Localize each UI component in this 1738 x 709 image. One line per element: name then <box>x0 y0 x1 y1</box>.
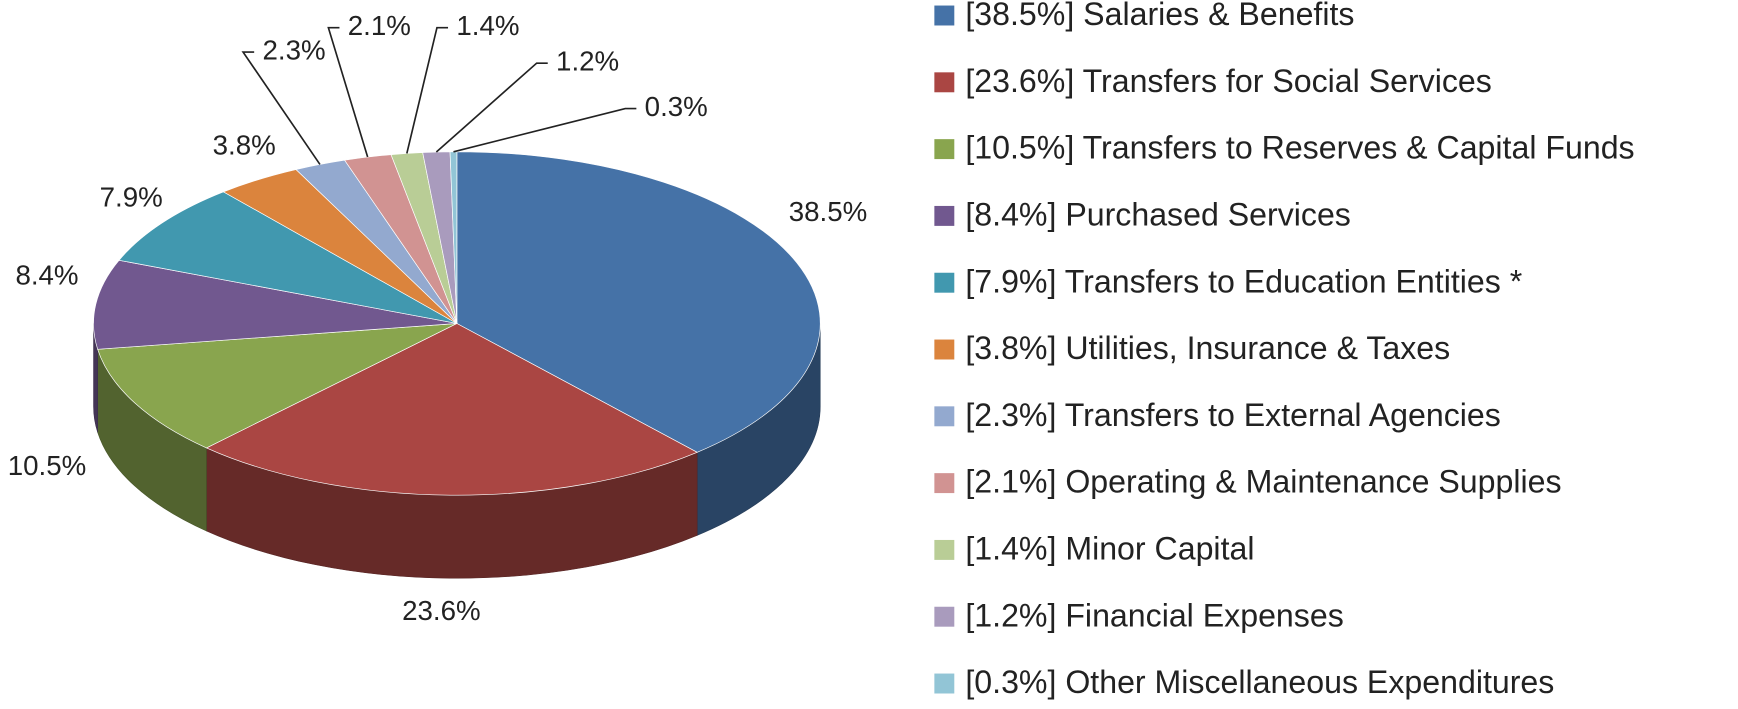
legend-swatch <box>934 473 955 494</box>
pie-slice <box>205 323 698 496</box>
legend-label: [3.8%] Utilities, Insurance & Taxes <box>965 330 1450 366</box>
pie-tops <box>93 151 821 496</box>
data-label: 3.8% <box>213 130 276 161</box>
data-label: 0.3% <box>645 91 708 122</box>
legend-swatch <box>934 673 955 694</box>
data-label: 8.4% <box>15 259 78 290</box>
legend-swatch <box>934 5 955 26</box>
data-label: 23.6% <box>402 595 481 626</box>
data-label: 1.2% <box>556 45 619 76</box>
legend-label: [2.1%] Operating & Maintenance Supplies <box>965 464 1561 500</box>
pie-sides <box>93 323 821 579</box>
data-label: 2.1% <box>348 10 411 41</box>
leader-line <box>453 107 637 153</box>
data-label: 7.9% <box>100 182 163 213</box>
legend-swatch <box>934 205 955 226</box>
pie-slice <box>456 151 821 453</box>
legend-label: [38.5%] Salaries & Benefits <box>965 0 1354 32</box>
legend-label: [10.5%] Transfers to Reserves & Capital … <box>965 130 1634 166</box>
legend-label: [2.3%] Transfers to External Agencies <box>965 397 1500 433</box>
legend-swatch <box>934 339 955 360</box>
leader-line <box>327 26 369 158</box>
legend-label: [7.9%] Transfers to Education Entities * <box>965 263 1522 299</box>
legend-swatch <box>934 406 955 427</box>
legend-swatch <box>934 606 955 627</box>
legend-swatch <box>934 139 955 160</box>
data-labels: 38.5% 23.6% 10.5% 8.4% 7.9% 3.8% 2.3% 2.1% 1.4% 1… <box>8 10 868 626</box>
legend-label: [1.4%] Minor Capital <box>965 531 1254 567</box>
data-label: 2.3% <box>262 34 325 65</box>
leader-line <box>241 51 321 165</box>
pie-slice <box>97 323 458 449</box>
legend-label: [8.4%] Purchased Services <box>965 197 1351 233</box>
data-label: 38.5% <box>789 196 868 227</box>
legend-swatch <box>934 539 955 560</box>
data-label: 10.5% <box>8 450 87 481</box>
legend-label: [23.6%] Transfers for Social Services <box>965 63 1491 99</box>
pie-slice <box>93 259 457 350</box>
data-label: 1.4% <box>456 10 519 41</box>
legend-swatch <box>934 272 955 293</box>
legend: [38.5%] Salaries & Benefits [23.6%] Trans… <box>934 0 1635 700</box>
leader-line <box>435 62 548 153</box>
legend-swatch <box>934 72 955 93</box>
legend-label: [0.3%] Other Miscellaneous Expenditures <box>965 664 1554 700</box>
legend-label: [1.2%] Financial Expenses <box>965 597 1343 633</box>
pie-slice <box>118 191 458 324</box>
leader-line <box>406 26 449 154</box>
